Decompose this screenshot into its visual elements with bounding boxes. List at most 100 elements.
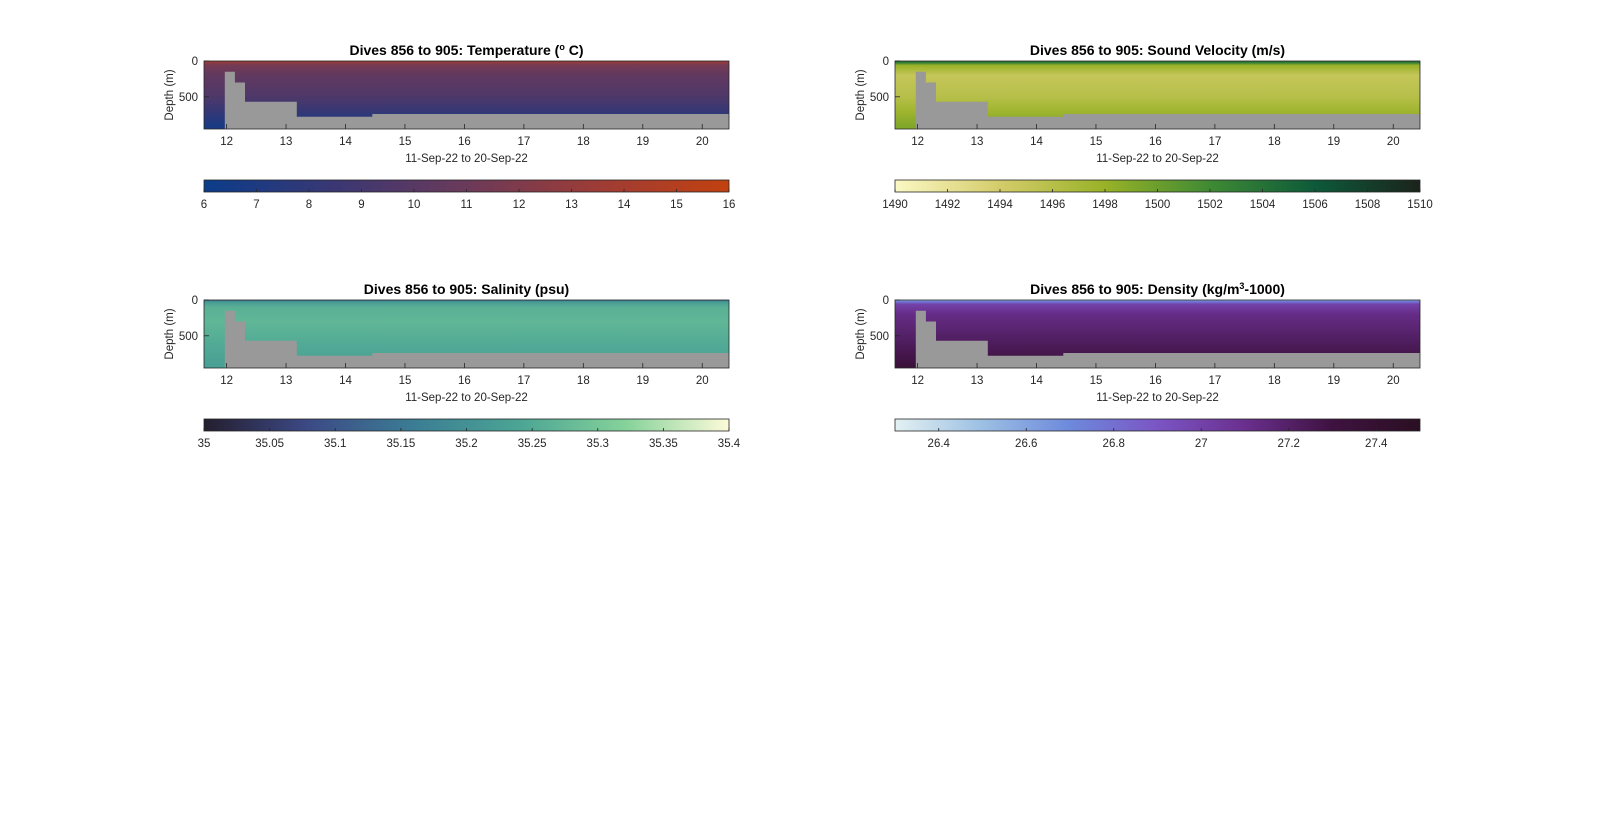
- temperature-x-label: 11-Sep-22 to 20-Sep-22: [405, 153, 528, 165]
- density-colorbar-tick-label: 26.4: [928, 438, 951, 450]
- density-x-tick-label: 19: [1327, 375, 1340, 387]
- sound-velocity-x-tick-label: 18: [1268, 136, 1281, 148]
- density-colorbar-tick-label: 27.4: [1365, 438, 1388, 450]
- salinity-x-tick-label: 14: [339, 375, 352, 387]
- density-chart: Dives 856 to 905: Density (kg/m3-1000) 12…: [855, 281, 1421, 450]
- density-x-tick-label: 20: [1387, 375, 1400, 387]
- salinity-x-tick-label: 12: [220, 375, 233, 387]
- sound-velocity-title: Dives 856 to 905: Sound Velocity (m/s): [1030, 42, 1285, 58]
- density-seafloor: [895, 310, 1420, 368]
- salinity-x-tick-label: 15: [399, 375, 412, 387]
- density-y-label: Depth (m): [855, 308, 867, 359]
- sound-velocity-colorbar-tick-label: 1490: [882, 199, 908, 211]
- salinity-colorbar-tick-label: 35.4: [718, 438, 741, 450]
- salinity-y-label: Depth (m): [164, 308, 176, 359]
- temperature-x-tick-label: 18: [577, 136, 590, 148]
- sound-velocity-x-tick-label: 16: [1149, 136, 1162, 148]
- temperature-x-tick-label: 17: [517, 136, 530, 148]
- salinity-x-tick-label: 16: [458, 375, 471, 387]
- salinity-x-tick-label: 19: [636, 375, 649, 387]
- density-colorbar: [894, 418, 1421, 432]
- density-x-tick-label: 18: [1268, 375, 1281, 387]
- sound-velocity-seafloor: [895, 71, 1420, 129]
- sound-velocity-colorbar-tick-label: 1500: [1145, 199, 1171, 211]
- temperature-x-tick-label: 12: [220, 136, 233, 148]
- temperature-title: Dives 856 to 905: Temperature (o C): [349, 42, 583, 58]
- temperature-colorbar-tick-label: 13: [565, 199, 578, 211]
- salinity-x-tick-label: 13: [280, 375, 293, 387]
- sound-velocity-chart: Dives 856 to 905: Sound Velocity (m/s) 12…: [855, 42, 1433, 211]
- salinity-colorbar-tick-label: 35.25: [518, 438, 547, 450]
- density-x-tick-label: 14: [1030, 375, 1043, 387]
- temperature-seafloor: [204, 71, 729, 129]
- temperature-y-tick-label: 0: [192, 56, 198, 68]
- salinity-colorbar-tick-label: 35.3: [587, 438, 609, 450]
- density-colorbar-tick-label: 26.8: [1103, 438, 1125, 450]
- density-x-label: 11-Sep-22 to 20-Sep-22: [1096, 392, 1219, 404]
- sound-velocity-y-tick-label: 500: [870, 92, 889, 104]
- sound-velocity-axes-box: [894, 60, 1421, 130]
- sound-velocity-x-tick-label: 17: [1208, 136, 1221, 148]
- salinity-colorbar-tick-label: 35.1: [324, 438, 346, 450]
- temperature-y-tick-label: 500: [179, 92, 198, 104]
- sound-velocity-colorbar-tick-label: 1508: [1355, 199, 1381, 211]
- density-x-tick-label: 12: [911, 375, 924, 387]
- temperature-x-tick-label: 15: [399, 136, 412, 148]
- salinity-x-label: 11-Sep-22 to 20-Sep-22: [405, 392, 528, 404]
- sound-velocity-x-tick-label: 15: [1090, 136, 1103, 148]
- salinity-x-tick-label: 20: [696, 375, 709, 387]
- temperature-x-tick-label: 16: [458, 136, 471, 148]
- temperature-x-tick-label: 19: [636, 136, 649, 148]
- sound-velocity-x-label: 11-Sep-22 to 20-Sep-22: [1096, 153, 1219, 165]
- sound-velocity-colorbar-tick-label: 1504: [1250, 199, 1276, 211]
- temperature-y-label: Depth (m): [164, 69, 176, 120]
- sound-velocity-x-tick-label: 20: [1387, 136, 1400, 148]
- sound-velocity-panel: Dives 856 to 905: Sound Velocity (m/s) 12…: [851, 40, 1571, 260]
- temperature-colorbar-tick-label: 8: [306, 199, 312, 211]
- salinity-title: Dives 856 to 905: Salinity (psu): [364, 281, 569, 297]
- salinity-panel: Dives 856 to 905: Salinity (psu) 12 13 14 15…: [160, 279, 880, 499]
- sound-velocity-y-label: Depth (m): [855, 69, 867, 120]
- temperature-colorbar-tick-label: 10: [408, 199, 421, 211]
- sound-velocity-colorbar-tick-label: 1492: [935, 199, 961, 211]
- sound-velocity-colorbar-tick-label: 1494: [987, 199, 1013, 211]
- salinity-chart: Dives 856 to 905: Salinity (psu) 12 13 14 15…: [164, 281, 741, 450]
- density-x-tick-label: 13: [971, 375, 984, 387]
- temperature-x-tick-label: 14: [339, 136, 352, 148]
- temperature-axes-box: [203, 60, 730, 130]
- salinity-colorbar-tick-label: 35.05: [255, 438, 284, 450]
- temperature-x-tick-label: 13: [280, 136, 293, 148]
- sound-velocity-colorbar-tick-label: 1498: [1092, 199, 1118, 211]
- sound-velocity-colorbar-tick-label: 1510: [1407, 199, 1433, 211]
- salinity-colorbar-tick-label: 35: [198, 438, 211, 450]
- temperature-colorbar-tick-label: 14: [618, 199, 631, 211]
- density-panel: Dives 856 to 905: Density (kg/m3-1000) 12…: [851, 279, 1571, 499]
- density-y-tick-label: 0: [883, 295, 889, 307]
- density-x-tick-label: 16: [1149, 375, 1162, 387]
- temperature-colorbar-tick-label: 7: [253, 199, 259, 211]
- density-colorbar-tick-label: 26.6: [1015, 438, 1037, 450]
- sound-velocity-colorbar-tick-label: 1496: [1040, 199, 1066, 211]
- salinity-colorbar-tick-label: 35.35: [649, 438, 678, 450]
- sound-velocity-colorbar-tick-label: 1506: [1302, 199, 1328, 211]
- temperature-colorbar-tick-label: 15: [670, 199, 683, 211]
- temperature-panel: Dives 856 to 905: Temperature (o C) 12 13 1…: [160, 40, 880, 260]
- salinity-colorbar-tick-label: 35.15: [386, 438, 415, 450]
- salinity-y-tick-label: 500: [179, 331, 198, 343]
- sound-velocity-x-tick-label: 12: [911, 136, 924, 148]
- sound-velocity-colorbar-tick-label: 1502: [1197, 199, 1223, 211]
- sound-velocity-x-tick-label: 13: [971, 136, 984, 148]
- density-title: Dives 856 to 905: Density (kg/m3-1000): [1030, 281, 1285, 297]
- sound-velocity-x-tick-label: 19: [1327, 136, 1340, 148]
- temperature-colorbar-tick-label: 9: [358, 199, 364, 211]
- salinity-x-tick-label: 17: [517, 375, 530, 387]
- density-x-tick-label: 15: [1090, 375, 1103, 387]
- temperature-colorbar-tick-label: 12: [513, 199, 526, 211]
- temperature-colorbar-tick-label: 6: [201, 199, 207, 211]
- density-colorbar-tick-label: 27: [1195, 438, 1208, 450]
- salinity-colorbar-tick-label: 35.2: [455, 438, 477, 450]
- salinity-axes-box: [203, 299, 730, 369]
- temperature-colorbar-tick-label: 16: [723, 199, 736, 211]
- temperature-x-tick-label: 20: [696, 136, 709, 148]
- sound-velocity-y-tick-label: 0: [883, 56, 889, 68]
